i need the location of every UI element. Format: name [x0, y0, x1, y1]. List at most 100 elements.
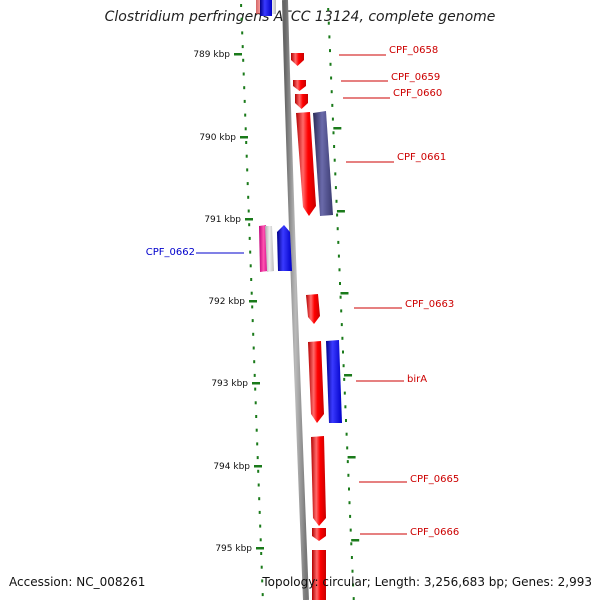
tick-dot	[330, 90, 333, 94]
tick-dot	[258, 497, 261, 501]
tick-dot	[339, 295, 342, 299]
outer-tick-mark	[333, 127, 342, 130]
tick-dot	[249, 250, 252, 254]
tick-dot	[244, 127, 247, 131]
tick-dot	[337, 240, 340, 244]
tick-dot	[252, 346, 255, 350]
tick-dot	[254, 387, 257, 391]
tick-dot	[245, 141, 248, 144]
tick-dot	[344, 405, 347, 409]
gene-cpf-0659[interactable]	[293, 80, 306, 91]
major-tick-mark	[252, 382, 260, 385]
tick-dot	[327, 8, 330, 11]
gene-bira-partner[interactable]	[326, 340, 342, 423]
tick-dot	[250, 291, 253, 295]
tick-dot	[331, 117, 334, 121]
gene-label[interactable]: CPF_0660	[393, 88, 442, 99]
tick-dot	[241, 45, 244, 49]
major-tick-mark	[240, 136, 248, 139]
gene-cpf-0658[interactable]	[291, 53, 304, 66]
tick-dot	[261, 579, 264, 583]
outer-tick-mark	[340, 292, 349, 295]
tick-dot	[349, 514, 352, 518]
tick-dot	[240, 17, 243, 21]
outer-tick-mark	[336, 210, 345, 213]
major-tick-mark	[245, 218, 253, 221]
tick-dot	[349, 528, 352, 532]
gene-cpf-0663[interactable]	[306, 294, 320, 324]
gene-cpf-0662[interactable]	[277, 225, 292, 271]
tick-dot	[253, 360, 256, 364]
tick-dot	[350, 556, 353, 559]
tick-dot	[242, 58, 245, 62]
outer-tick-mark	[347, 456, 356, 459]
tick-dot	[347, 473, 350, 477]
tick-dot	[243, 86, 246, 90]
tick-dot	[346, 460, 349, 464]
tick-dot	[258, 510, 261, 514]
tick-dot	[336, 213, 339, 217]
tick-dot	[338, 268, 341, 272]
tick-dot	[341, 336, 344, 340]
tick-dot	[256, 442, 259, 446]
map-title: Clostridium perfringens ATCC 13124, comp…	[104, 9, 496, 25]
tick-dot	[331, 103, 334, 107]
tick-dot	[252, 332, 255, 336]
tick-dot	[241, 31, 244, 35]
gene-label[interactable]: CPF_0662	[146, 247, 195, 258]
tick-dot	[243, 99, 246, 103]
tick-dot	[337, 254, 340, 258]
gene-cpf-0660[interactable]	[295, 94, 308, 109]
gene-bira[interactable]	[308, 341, 324, 423]
major-tick-mark	[249, 300, 257, 303]
tick-dot	[242, 72, 245, 76]
tick-dot	[332, 131, 335, 135]
tick-dot	[260, 565, 263, 569]
tick-dot	[251, 319, 254, 323]
tick-dot	[343, 391, 346, 395]
tick-dot	[352, 583, 355, 587]
tick-dot	[348, 487, 350, 491]
tick-dot	[256, 456, 259, 460]
tick-dot	[257, 469, 260, 473]
tick-dot	[336, 227, 339, 231]
tick-dot	[249, 264, 252, 268]
gene-cpf-0665[interactable]	[311, 436, 326, 526]
gene-label[interactable]: CPF_0658	[389, 45, 438, 56]
gene-features	[256, 0, 342, 600]
genome-backbone	[282, 0, 309, 600]
tick-dot	[245, 154, 248, 158]
gene-cpf-0661[interactable]	[296, 112, 316, 216]
tick-dot	[334, 186, 337, 190]
tick-dot	[251, 305, 254, 309]
tick-label: 790 kbp	[199, 133, 236, 143]
tick-dot	[255, 428, 258, 432]
gene-cpf-0662-grey[interactable]	[265, 226, 274, 272]
tick-dot	[340, 309, 343, 313]
gene-label[interactable]: CPF_0661	[397, 152, 446, 163]
tick-dot	[330, 76, 333, 80]
gene-label[interactable]: birA	[407, 374, 427, 385]
gene-label[interactable]: CPF_0663	[405, 299, 454, 310]
gene-cpf-0666[interactable]	[312, 528, 326, 541]
gene-label[interactable]: CPF_0659	[391, 72, 440, 83]
gene-cpf-0661-overlap[interactable]	[313, 111, 333, 216]
gene-partial-bottom[interactable]	[312, 550, 326, 600]
gene-partial-reverse[interactable]	[260, 0, 272, 16]
tick-label: 789 kbp	[193, 50, 230, 60]
gene-label[interactable]: CPF_0665	[410, 474, 459, 485]
tick-dot	[260, 552, 263, 555]
tick-dot	[346, 446, 349, 450]
tick-dot	[351, 569, 354, 573]
gene-labels: CPF_0658 CPF_0659 CPF_0660 CPF_0661 CPF_0662…	[146, 45, 459, 538]
tick-dot	[333, 145, 336, 148]
tick-dot	[259, 524, 262, 528]
tick-dot	[334, 172, 337, 176]
tick-dot	[343, 377, 346, 381]
tick-dot	[348, 501, 351, 505]
tick-dot	[246, 182, 249, 186]
gene-label[interactable]: CPF_0666	[410, 527, 459, 538]
topology-text: Topology: circular; Length: 3,256,683 bp…	[262, 575, 592, 589]
tick-dot	[247, 195, 250, 199]
